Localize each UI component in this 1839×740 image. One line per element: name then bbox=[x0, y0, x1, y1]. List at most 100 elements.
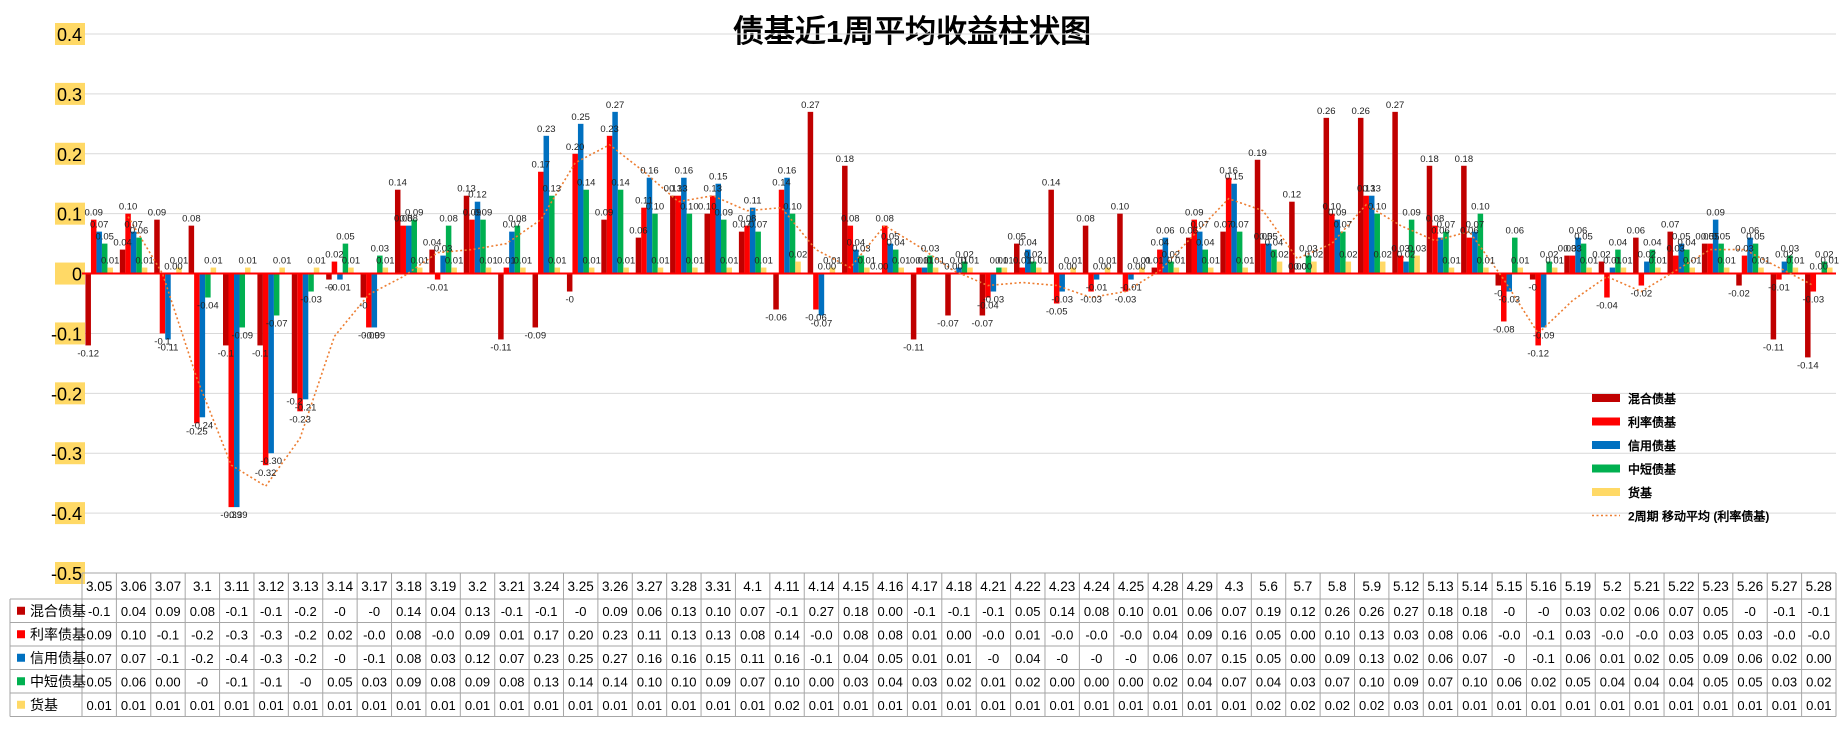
bar bbox=[538, 171, 544, 274]
table-cell: -0 bbox=[334, 651, 346, 666]
x-category-label: 5.27 bbox=[1771, 579, 1797, 594]
table-cell: 0.16 bbox=[671, 651, 696, 666]
bar bbox=[1776, 273, 1782, 280]
table-cell: 0.06 bbox=[1497, 674, 1522, 689]
data-label: 0.06 bbox=[1431, 226, 1450, 237]
y-tick-label: 0.1 bbox=[57, 205, 82, 225]
table-cell: 0.03 bbox=[1772, 674, 1797, 689]
x-category-label: 5.9 bbox=[1362, 579, 1381, 594]
data-label: 0.00 bbox=[164, 262, 183, 273]
data-label: 0.05 bbox=[95, 232, 114, 243]
table-cell: 0.04 bbox=[1153, 627, 1178, 642]
data-label: 0.09 bbox=[1706, 208, 1725, 219]
bar bbox=[617, 189, 624, 274]
table-cell: 0.14 bbox=[396, 604, 421, 619]
data-label: 0.06 bbox=[629, 226, 648, 237]
table-cell: -0.0 bbox=[363, 627, 385, 642]
y-tick-highlight bbox=[55, 262, 85, 285]
bar bbox=[916, 267, 922, 274]
data-label: 0.00 bbox=[1810, 262, 1829, 273]
data-label: 0.09 bbox=[595, 208, 614, 219]
bar bbox=[710, 195, 716, 274]
bar bbox=[1340, 231, 1346, 274]
table-cell: 0.01 bbox=[1634, 698, 1659, 713]
data-label: 0.01 bbox=[1167, 256, 1186, 267]
bar bbox=[1254, 159, 1261, 274]
table-cell: 0.19 bbox=[1256, 604, 1281, 619]
data-label: 0.05 bbox=[1701, 232, 1720, 243]
table-cell: 0.04 bbox=[1634, 674, 1659, 689]
data-label: 0.12 bbox=[468, 190, 487, 201]
table-cell: 0.10 bbox=[671, 674, 696, 689]
table-cell: -0 bbox=[197, 674, 209, 689]
bar bbox=[778, 189, 785, 274]
bar bbox=[1747, 237, 1753, 274]
table-cell: 0.15 bbox=[1221, 651, 1246, 666]
table-cell: -0.0 bbox=[1601, 627, 1623, 642]
data-label: 0.16 bbox=[675, 166, 694, 177]
bar bbox=[1512, 237, 1518, 274]
table-cell: 0.06 bbox=[1187, 604, 1212, 619]
table-cell: 0.01 bbox=[362, 698, 387, 713]
table-cell: 0.01 bbox=[1187, 698, 1212, 713]
table-cell: -0 bbox=[334, 604, 346, 619]
bar bbox=[829, 267, 836, 274]
bar bbox=[784, 177, 790, 274]
bar bbox=[1025, 249, 1031, 274]
bar bbox=[1569, 255, 1576, 274]
table-cell: -0 bbox=[300, 674, 312, 689]
x-category-label: 4.14 bbox=[808, 579, 835, 594]
bar bbox=[239, 273, 246, 328]
data-label: 0.18 bbox=[836, 154, 855, 165]
bar bbox=[1276, 261, 1283, 274]
table-cell: -0.1 bbox=[157, 651, 179, 666]
data-label: -0.07 bbox=[811, 318, 833, 329]
legend-swatch bbox=[1592, 441, 1620, 449]
bar bbox=[1220, 231, 1226, 274]
bar bbox=[1546, 261, 1552, 274]
table-cell: -0.3 bbox=[260, 651, 282, 666]
table-cell: 0.02 bbox=[327, 627, 352, 642]
bar bbox=[996, 267, 1002, 274]
table-cell: -0 bbox=[575, 604, 587, 619]
bar bbox=[1157, 249, 1163, 274]
table-cell: 0.09 bbox=[602, 604, 627, 619]
data-label: 0.01 bbox=[479, 256, 498, 267]
bar bbox=[1236, 231, 1243, 274]
data-label: 0.09 bbox=[405, 208, 424, 219]
data-label: -0.03 bbox=[1080, 295, 1102, 306]
bar bbox=[480, 219, 486, 274]
table-cell: 0.01 bbox=[946, 698, 971, 713]
data-label: 0.01 bbox=[950, 256, 969, 267]
x-category-label: 5.26 bbox=[1737, 579, 1763, 594]
x-category-label: 5.28 bbox=[1806, 579, 1832, 594]
bar bbox=[773, 273, 779, 310]
data-label: 0.03 bbox=[1781, 244, 1800, 255]
bar bbox=[1305, 255, 1312, 274]
data-label: 0.03 bbox=[1735, 244, 1754, 255]
x-category-label: 4.21 bbox=[980, 579, 1006, 594]
table-cell: 0.02 bbox=[1772, 651, 1797, 666]
data-label: 0.01 bbox=[990, 256, 1009, 267]
data-label: 0.09 bbox=[474, 208, 493, 219]
bar bbox=[382, 267, 389, 274]
data-label: 0.01 bbox=[497, 256, 516, 267]
table-cell: 0.23 bbox=[602, 627, 627, 642]
bar bbox=[1122, 273, 1129, 292]
table-cell: 0.13 bbox=[706, 627, 731, 642]
table-cell: 0.00 bbox=[1290, 651, 1315, 666]
bar bbox=[279, 267, 285, 274]
gridlines bbox=[82, 33, 1836, 574]
data-label: 0.08 bbox=[875, 214, 894, 225]
data-label: 0.01 bbox=[548, 256, 567, 267]
legend-swatch bbox=[1592, 464, 1620, 473]
data-label: 0.07 bbox=[1230, 220, 1249, 231]
table-series-name: 货基 bbox=[30, 697, 58, 713]
table-cell: 0.01 bbox=[259, 698, 284, 713]
table-cell: -0.1 bbox=[810, 651, 832, 666]
data-label: 0.01 bbox=[1511, 256, 1530, 267]
table-cell: 0.04 bbox=[1600, 674, 1625, 689]
bar bbox=[1202, 249, 1208, 274]
data-label: -0.2 bbox=[286, 396, 302, 407]
